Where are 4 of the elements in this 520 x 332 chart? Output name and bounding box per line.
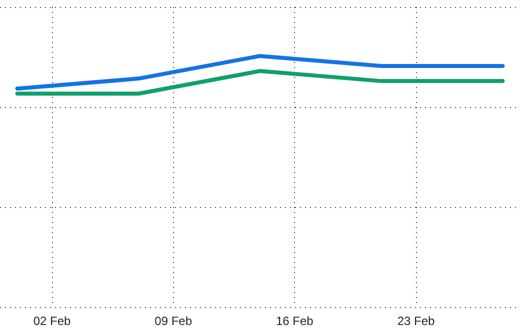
x-tick-label: 23 Feb [397,314,436,328]
x-tick-label: 02 Feb [33,314,72,328]
x-tick-label: 09 Feb [154,314,192,328]
x-tick-label: 16 Feb [276,314,314,328]
